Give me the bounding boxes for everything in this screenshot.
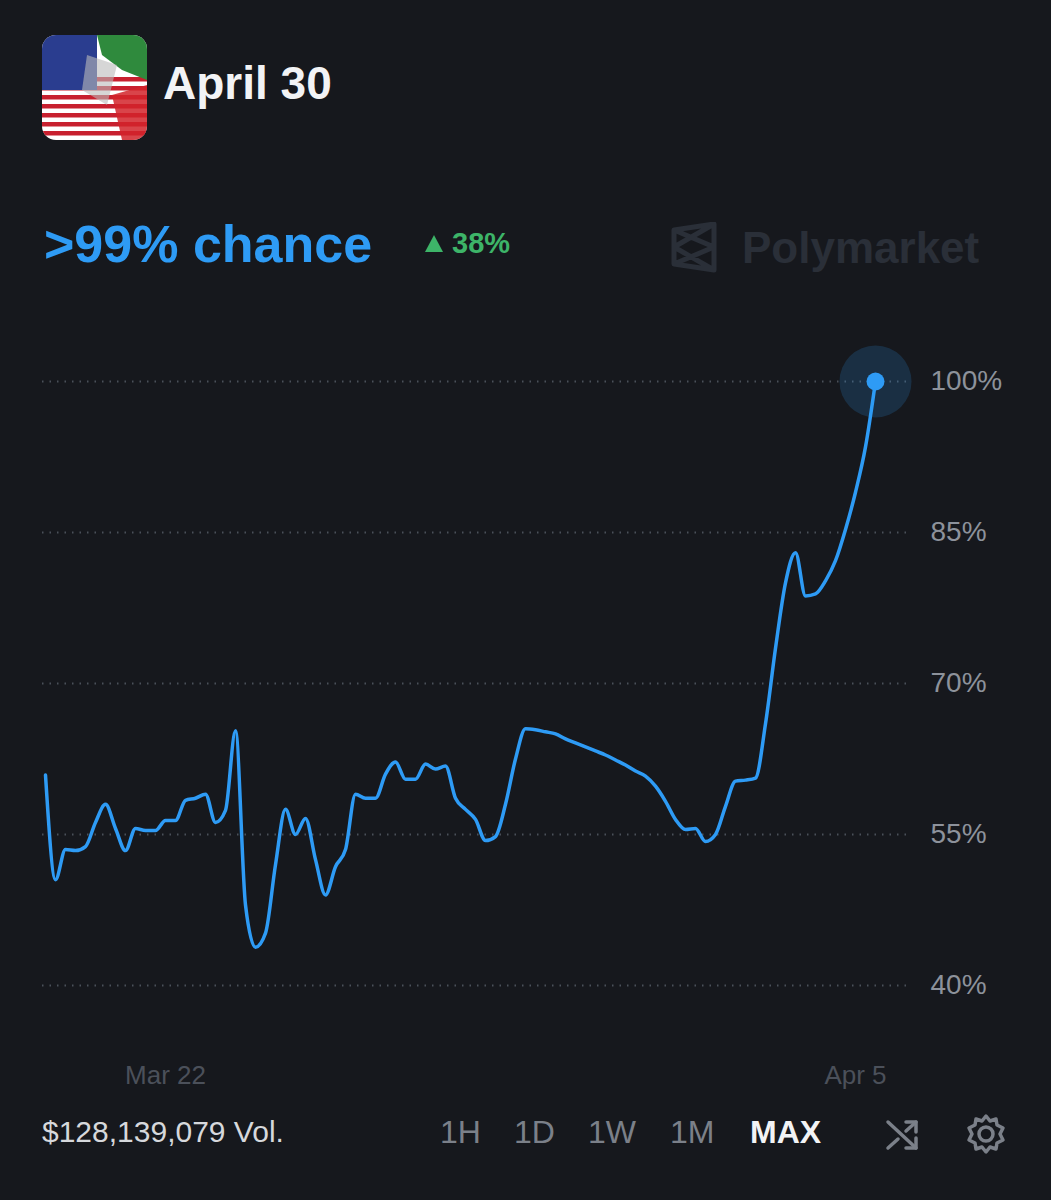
html-text:MAX: MAX [750, 1114, 822, 1150]
svg-text:40%: 40% [931, 969, 987, 1000]
svg-text:100%: 100% [931, 365, 1003, 396]
html-text:1D: 1D [514, 1114, 555, 1150]
html-text:1M: 1M [670, 1114, 715, 1150]
svg-text:70%: 70% [931, 667, 987, 698]
svg-text:85%: 85% [931, 516, 987, 547]
html-text:$128,139,079 Vol.: $128,139,079 Vol. [42, 1115, 284, 1148]
svg-text:Apr 5: Apr 5 [824, 1060, 886, 1090]
html-text:1W: 1W [588, 1114, 636, 1150]
html-text:>99% chance: >99% chance [44, 215, 373, 273]
html-text:38%: 38% [452, 227, 510, 259]
html-text:1H: 1H [440, 1114, 481, 1150]
html-text:April 30: April 30 [163, 57, 332, 109]
html-text:Polymarket: Polymarket [742, 223, 980, 272]
svg-text:Mar 22: Mar 22 [125, 1060, 206, 1090]
svg-text:55%: 55% [931, 818, 987, 849]
